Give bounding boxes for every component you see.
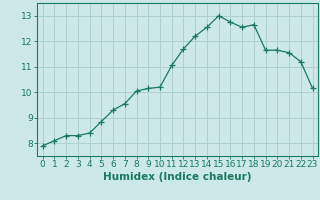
X-axis label: Humidex (Indice chaleur): Humidex (Indice chaleur) (103, 172, 252, 182)
